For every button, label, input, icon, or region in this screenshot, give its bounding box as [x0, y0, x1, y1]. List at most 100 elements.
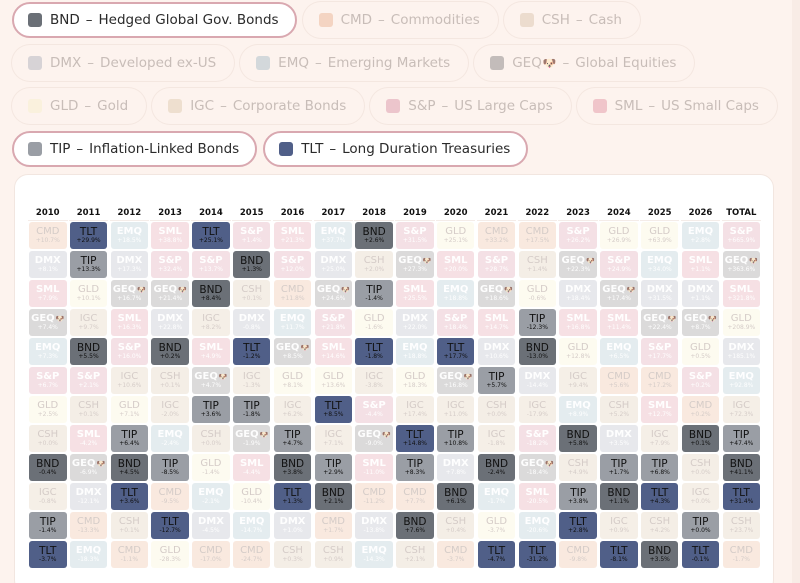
cell-tlt-2013[interactable]: TLT -12.7%: [151, 512, 189, 539]
cell-igc-2021[interactable]: IGC -1.8%: [477, 425, 516, 452]
cell-emq-2015[interactable]: EMQ -14.7%: [232, 512, 271, 539]
cell-emq-2016[interactable]: EMQ +11.7%: [273, 309, 312, 336]
cell-sml-2010[interactable]: SML +7.9%: [29, 280, 67, 307]
cell-igc-total[interactable]: IGC +72.3%: [722, 396, 761, 423]
cell-csh-2010[interactable]: CSH +0.0%: [29, 425, 67, 452]
cell-geq-2023[interactable]: GEQ 🐶 +22.3%: [559, 251, 597, 278]
cell-gld-2016[interactable]: GLD +8.1%: [273, 367, 312, 394]
cell-cmd-2021[interactable]: CMD +33.2%: [477, 222, 516, 249]
cell-bnd-2011[interactable]: BND +5.5%: [69, 338, 108, 365]
legend-chip-geq[interactable]: GEQ 🐶 – Global Equities: [474, 45, 695, 81]
cell-igc-2020[interactable]: IGC +11.0%: [436, 396, 475, 423]
cell-sml-2014[interactable]: SML +4.9%: [192, 338, 230, 365]
cell-sml-2015[interactable]: SML -4.4%: [232, 454, 271, 481]
cell-tlt-2011[interactable]: TLT +29.9%: [69, 222, 108, 249]
cell-bnd-2015[interactable]: BND +1.3%: [232, 251, 271, 278]
cell-emq-2024[interactable]: EMQ +6.5%: [600, 338, 638, 365]
cell-gld-2010[interactable]: GLD +2.5%: [29, 396, 67, 423]
cell-csh-2016[interactable]: CSH +0.3%: [273, 541, 312, 568]
cell-dmx-2020[interactable]: DMX +7.8%: [436, 454, 475, 481]
cell-sandp-2021[interactable]: S&P +28.7%: [477, 251, 516, 278]
legend-chip-gld[interactable]: GLD – Gold: [12, 88, 147, 124]
cell-cmd-2014[interactable]: CMD -17.0%: [192, 541, 230, 568]
cell-sandp-2016[interactable]: S&P +12.0%: [273, 251, 312, 278]
cell-tlt-2014[interactable]: TLT +25.1%: [192, 222, 230, 249]
cell-csh-2013[interactable]: CSH +0.1%: [151, 367, 189, 394]
cell-bnd-2023[interactable]: BND +5.8%: [559, 425, 597, 452]
cell-sml-2020[interactable]: SML +20.0%: [436, 251, 475, 278]
cell-geq-2020[interactable]: GEQ 🐶 +16.8%: [436, 367, 475, 394]
cell-sandp-2011[interactable]: S&P +2.1%: [69, 367, 108, 394]
cell-emq-2011[interactable]: EMQ -18.3%: [69, 541, 108, 568]
cell-sandp-2014[interactable]: S&P +13.7%: [192, 251, 230, 278]
cell-bnd-2024[interactable]: BND +1.1%: [600, 483, 638, 510]
cell-emq-2025[interactable]: EMQ +34.0%: [640, 251, 679, 278]
cell-dmx-2025[interactable]: DMX +31.5%: [640, 280, 679, 307]
cell-tlt-2019[interactable]: TLT +14.8%: [396, 425, 434, 452]
cell-igc-2017[interactable]: IGC +7.1%: [314, 425, 353, 452]
cell-gld-2014[interactable]: GLD -1.4%: [192, 454, 230, 481]
legend-chip-csh[interactable]: CSH – Cash: [503, 2, 640, 38]
cell-sml-2019[interactable]: SML +25.5%: [396, 280, 434, 307]
cell-geq-total[interactable]: GEQ 🐶 +363.6%: [722, 251, 761, 278]
cell-igc-2015[interactable]: IGC -1.3%: [232, 367, 271, 394]
cell-gld-2022[interactable]: GLD -0.6%: [518, 280, 557, 307]
cell-gld-2023[interactable]: GLD +12.8%: [559, 338, 597, 365]
legend-chip-igc[interactable]: IGC – Corporate Bonds: [152, 88, 365, 124]
cell-sandp-2025[interactable]: S&P +17.7%: [640, 338, 679, 365]
cell-sandp-2020[interactable]: S&P +18.4%: [436, 309, 475, 336]
cell-sandp-2015[interactable]: S&P +1.4%: [232, 222, 271, 249]
cell-tip-2011[interactable]: TIP +13.3%: [69, 251, 108, 278]
cell-csh-2021[interactable]: CSH +0.0%: [477, 396, 516, 423]
cell-tlt-2015[interactable]: TLT -1.2%: [232, 338, 271, 365]
cell-sml-2011[interactable]: SML -4.2%: [69, 425, 108, 452]
cell-dmx-2018[interactable]: DMX -13.8%: [355, 512, 393, 539]
cell-csh-2018[interactable]: CSH +2.0%: [355, 251, 393, 278]
cell-gld-2017[interactable]: GLD +13.6%: [314, 367, 353, 394]
cell-csh-2012[interactable]: CSH +0.1%: [110, 512, 149, 539]
legend-chip-sandp[interactable]: S&P – US Large Caps: [370, 88, 571, 124]
cell-dmx-2013[interactable]: DMX +22.8%: [151, 309, 189, 336]
cell-csh-2024[interactable]: CSH +5.2%: [600, 396, 638, 423]
cell-emq-2021[interactable]: EMQ -1.7%: [477, 483, 516, 510]
cell-gld-total[interactable]: GLD +208.9%: [722, 309, 761, 336]
cell-sml-2017[interactable]: SML +14.6%: [314, 338, 353, 365]
cell-emq-2012[interactable]: EMQ +18.5%: [110, 222, 149, 249]
cell-gld-2012[interactable]: GLD +7.1%: [110, 396, 149, 423]
cell-sml-2021[interactable]: SML +14.7%: [477, 309, 516, 336]
cell-emq-2013[interactable]: EMQ -2.4%: [151, 425, 189, 452]
cell-tip-2017[interactable]: TIP +2.9%: [314, 454, 353, 481]
cell-igc-2024[interactable]: IGC +0.9%: [600, 512, 638, 539]
cell-sml-2023[interactable]: SML +16.8%: [559, 309, 597, 336]
cell-csh-2014[interactable]: CSH +0.0%: [192, 425, 230, 452]
cell-gld-2019[interactable]: GLD +18.3%: [396, 367, 434, 394]
scrollbar[interactable]: [792, 0, 800, 583]
cell-cmd-2020[interactable]: CMD -3.7%: [436, 541, 475, 568]
cell-sandp-2026[interactable]: S&P +0.2%: [681, 367, 720, 394]
cell-dmx-2012[interactable]: DMX +17.3%: [110, 251, 149, 278]
cell-geq-2026[interactable]: GEQ 🐶 +8.7%: [681, 309, 720, 336]
legend-chip-bnd[interactable]: BND – Hedged Global Gov. Bonds: [12, 2, 297, 38]
legend-chip-dmx[interactable]: DMX – Developed ex-US: [12, 45, 235, 81]
cell-dmx-2015[interactable]: DMX -0.8%: [232, 309, 271, 336]
cell-gld-2013[interactable]: GLD -28.3%: [151, 541, 189, 568]
cell-sml-total[interactable]: SML +321.8%: [722, 280, 761, 307]
cell-dmx-2022[interactable]: DMX -14.4%: [518, 367, 557, 394]
cell-sml-2016[interactable]: SML +21.3%: [273, 222, 312, 249]
cell-cmd-2026[interactable]: CMD +0.2%: [681, 396, 720, 423]
cell-tlt-2012[interactable]: TLT +3.6%: [110, 483, 149, 510]
cell-gld-2018[interactable]: GLD -1.6%: [355, 309, 393, 336]
cell-csh-2023[interactable]: CSH +4.9%: [559, 454, 597, 481]
cell-tip-2019[interactable]: TIP +8.3%: [396, 454, 434, 481]
cell-igc-2025[interactable]: IGC +7.9%: [640, 425, 679, 452]
cell-tip-2013[interactable]: TIP -8.5%: [151, 454, 189, 481]
cell-csh-2020[interactable]: CSH +0.4%: [436, 512, 475, 539]
cell-emq-2020[interactable]: EMQ +18.8%: [436, 280, 475, 307]
cell-sml-2018[interactable]: SML -11.0%: [355, 454, 393, 481]
cell-dmx-2010[interactable]: DMX +8.1%: [29, 251, 67, 278]
cell-cmd-2019[interactable]: CMD +7.7%: [396, 483, 434, 510]
cell-dmx-2026[interactable]: DMX +1.1%: [681, 280, 720, 307]
cell-tlt-total[interactable]: TLT +31.4%: [722, 483, 761, 510]
cell-tip-2014[interactable]: TIP +3.6%: [192, 396, 230, 423]
cell-sml-2025[interactable]: SML +12.7%: [640, 396, 679, 423]
